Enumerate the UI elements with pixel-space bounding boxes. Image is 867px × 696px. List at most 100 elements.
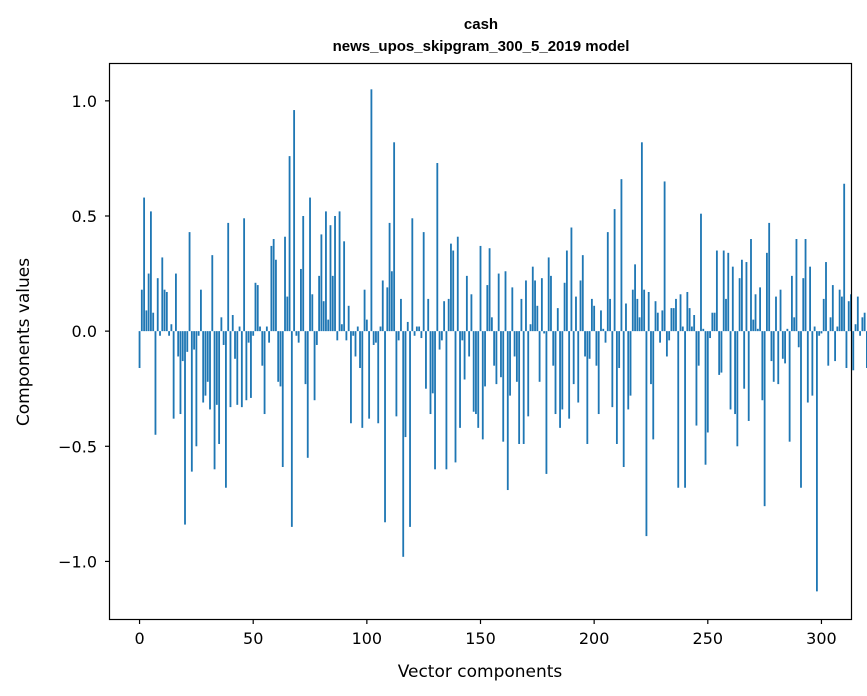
bar [688,308,691,332]
bar [372,331,375,345]
bar [211,255,214,332]
bar [756,328,759,332]
bar [361,331,364,428]
bar [261,331,264,366]
bar [379,326,382,332]
bar [622,331,625,468]
bar [240,331,243,408]
bar [470,294,473,332]
bar [770,331,773,362]
bar [295,331,298,336]
bar [500,331,502,378]
bar [513,331,516,357]
bar [590,298,593,332]
bar [618,331,621,368]
bar [395,331,398,417]
bar [525,280,527,332]
bar [311,294,314,332]
bar [859,331,861,336]
bar [402,331,405,557]
bar [229,331,232,408]
bar [777,331,780,385]
bar [652,331,655,440]
bar [202,331,205,403]
bar [620,179,623,332]
bar [736,331,739,447]
bar [681,326,684,332]
bar [390,271,393,332]
bar [329,225,332,332]
bar [179,331,182,415]
bar [502,331,505,442]
bar [222,331,225,345]
bar [613,209,616,332]
bar [488,248,491,332]
bar [772,331,775,382]
bar [495,331,498,385]
bar [238,326,241,332]
bar [629,331,632,396]
bar [522,331,525,444]
bar [418,326,421,332]
bar [636,298,639,332]
bar [797,331,800,348]
bar [465,275,468,332]
bar [290,331,293,527]
bar [186,331,189,352]
bar [788,331,791,442]
bar [775,296,777,332]
bar [627,331,630,410]
bar [334,215,336,332]
bar [816,331,818,592]
bar [552,331,555,366]
bar [472,331,475,412]
bar [697,331,700,366]
bar [661,310,664,332]
bar [284,236,286,332]
bar [561,331,564,410]
bar [529,324,532,332]
bar [259,326,261,332]
y-axis-label: Components values [14,258,34,426]
bar [434,331,436,470]
bar [786,328,789,332]
bar [463,331,466,380]
bar [184,331,186,525]
bar [145,310,148,332]
bar [695,331,698,426]
bar [604,331,607,343]
bar [300,268,302,332]
bar [790,275,793,332]
bar [497,273,500,332]
bar [268,331,271,343]
bar [484,331,486,387]
bar [343,241,346,332]
bar [527,331,530,417]
bar [663,181,666,332]
bar [265,326,268,332]
x-tick-label: 250 [693,629,724,648]
bar [218,331,221,444]
bar [665,331,668,357]
bar [854,324,857,332]
bar [147,273,150,332]
bar [531,266,534,332]
bar [593,305,596,332]
bar [734,331,736,415]
bar [718,331,721,375]
bar [645,331,648,537]
bar [706,331,709,433]
bar [600,310,602,332]
bar [427,298,430,332]
bar [597,331,600,415]
bar [715,250,718,332]
bar [227,222,230,332]
chart-subtitle: news_upos_skipgram_300_5_2019 model [333,38,630,55]
y-tick-label: 0.0 [72,322,97,341]
bar [643,289,646,332]
bar [763,331,766,507]
bar [684,331,686,488]
x-tick-label: 300 [806,629,837,648]
bar [611,331,614,408]
bar [393,142,396,332]
